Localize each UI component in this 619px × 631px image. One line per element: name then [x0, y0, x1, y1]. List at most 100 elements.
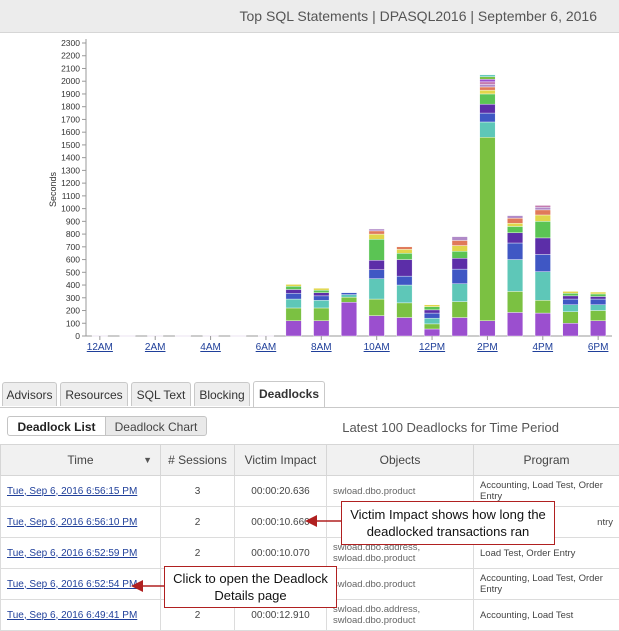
column-objects[interactable]: Objects: [327, 445, 474, 476]
bar-segment: [286, 299, 302, 308]
y-tick-label: 0: [75, 331, 80, 341]
bar-segment: [452, 237, 468, 241]
deadlock-details-callout: Click to open the Deadlock Details page: [164, 566, 337, 608]
bar-segment: [452, 258, 468, 269]
bar-segment: [563, 312, 579, 323]
tab-blocking[interactable]: Blocking: [194, 382, 250, 406]
bar-segment: [424, 305, 440, 307]
deadlock-time-link[interactable]: Tue, Sep 6, 2016 6:56:15 PM: [7, 486, 137, 497]
sort-down-icon[interactable]: ▼: [143, 455, 152, 465]
x-tick-label: 12PM: [419, 342, 445, 353]
bar-segment: [507, 260, 523, 292]
bar-segment: [424, 313, 440, 318]
objects-cell: swload.dbo.address, swload.dbo.product: [327, 600, 474, 631]
y-tick-label: 1100: [62, 191, 81, 201]
bar-segment: [480, 113, 496, 122]
bar-segment: [480, 87, 496, 90]
bar-segment: [314, 308, 330, 321]
bar-segment: [535, 210, 551, 215]
x-tick-label: 4AM: [200, 342, 221, 353]
program-cell: Accounting, Load Test, Order Entry: [474, 569, 619, 600]
bar-segment: [286, 286, 302, 289]
y-tick-label: 1800: [61, 102, 80, 112]
bar-segment: [480, 137, 496, 320]
top-sql-chart: 0100200300400500600700800900100011001200…: [0, 33, 619, 378]
bar-segment: [369, 260, 385, 270]
deadlock-time-link[interactable]: Tue, Sep 6, 2016 6:49:41 PM: [7, 610, 137, 621]
deadlock-time-link[interactable]: Tue, Sep 6, 2016 6:56:10 PM: [7, 517, 137, 528]
column-sessions[interactable]: # Sessions: [161, 445, 235, 476]
bar-segment: [507, 312, 523, 336]
bar-segment: [369, 229, 385, 231]
bar-segment: [314, 288, 330, 290]
column-time-label: Time: [67, 453, 93, 467]
y-tick-label: 600: [66, 255, 80, 265]
page-title: Top SQL Statements | DPASQL2016 | Septem…: [240, 8, 597, 24]
deadlock-list-button[interactable]: Deadlock List: [7, 416, 106, 436]
bar-segment: [563, 293, 579, 296]
deadlock-time-link[interactable]: Tue, Sep 6, 2016 6:52:59 PM: [7, 548, 137, 559]
tab-advisors[interactable]: Advisors: [2, 382, 57, 406]
objects-cell: swload.dbo.product: [327, 569, 474, 600]
column-program[interactable]: Program: [474, 445, 619, 476]
bar-segment: [452, 269, 468, 284]
y-tick-label: 800: [66, 229, 80, 239]
victim-impact-cell: 00:00:10.660: [235, 507, 327, 538]
bar-segment: [590, 297, 606, 300]
program-cell: Accounting, Load Test: [474, 600, 619, 631]
bar-segment: [314, 293, 330, 296]
bar-segment: [563, 323, 579, 336]
bar-segment: [563, 305, 579, 312]
y-tick-label: 2200: [61, 51, 80, 61]
y-tick-label: 700: [66, 242, 80, 252]
bar-segment: [452, 318, 468, 336]
deadlock-time-link[interactable]: Tue, Sep 6, 2016 6:52:54 PM: [7, 579, 137, 590]
period-label: Latest 100 Deadlocks for Time Period: [342, 420, 559, 435]
bar-segment: [507, 218, 523, 223]
bar-segment: [397, 276, 413, 285]
victim-impact-cell: 00:00:20.636: [235, 476, 327, 507]
bar-segment: [590, 299, 606, 305]
title-bar: Top SQL Statements | DPASQL2016 | Septem…: [0, 0, 619, 33]
sessions-cell: 2: [161, 507, 235, 538]
bar-segment: [535, 254, 551, 271]
bar-segment: [397, 249, 413, 253]
bar-segment: [590, 294, 606, 297]
bar-segment: [369, 234, 385, 239]
bar-segment: [286, 293, 302, 299]
bar-segment: [286, 321, 302, 336]
bar-segment: [535, 272, 551, 301]
bar-segment: [341, 302, 357, 336]
column-time[interactable]: Time ▼: [1, 445, 161, 476]
bar-segment: [397, 318, 413, 336]
bar-segment: [369, 231, 385, 234]
x-tick-label: 6PM: [588, 342, 609, 353]
bar-segment: [397, 303, 413, 318]
column-victim-impact[interactable]: Victim Impact: [235, 445, 327, 476]
victim-impact-cell: 00:00:10.070: [235, 538, 327, 569]
bar-segment: [369, 279, 385, 299]
bar-segment: [369, 270, 385, 279]
bar-segment: [424, 329, 440, 336]
bar-segment: [507, 226, 523, 232]
tab-sql-text[interactable]: SQL Text: [131, 382, 191, 406]
tab-deadlocks[interactable]: Deadlocks: [253, 381, 325, 407]
deadlock-chart-button[interactable]: Deadlock Chart: [105, 416, 207, 436]
bar-segment: [590, 321, 606, 336]
bar-segment: [341, 293, 357, 295]
y-tick-label: 100: [66, 318, 80, 328]
bar-segment: [480, 79, 496, 82]
bar-segment: [507, 291, 523, 312]
bar-segment: [480, 321, 496, 336]
bar-segment: [590, 311, 606, 321]
bar-segment: [535, 205, 551, 207]
y-tick-label: 400: [66, 280, 80, 290]
bar-segment: [535, 221, 551, 238]
bar-segment: [369, 239, 385, 260]
bar-segment: [535, 215, 551, 221]
bar-segment: [397, 260, 413, 277]
x-tick-label: 8AM: [311, 342, 332, 353]
tab-resources[interactable]: Resources: [60, 382, 128, 406]
y-tick-label: 200: [66, 306, 80, 316]
x-tick-label: 2AM: [145, 342, 166, 353]
